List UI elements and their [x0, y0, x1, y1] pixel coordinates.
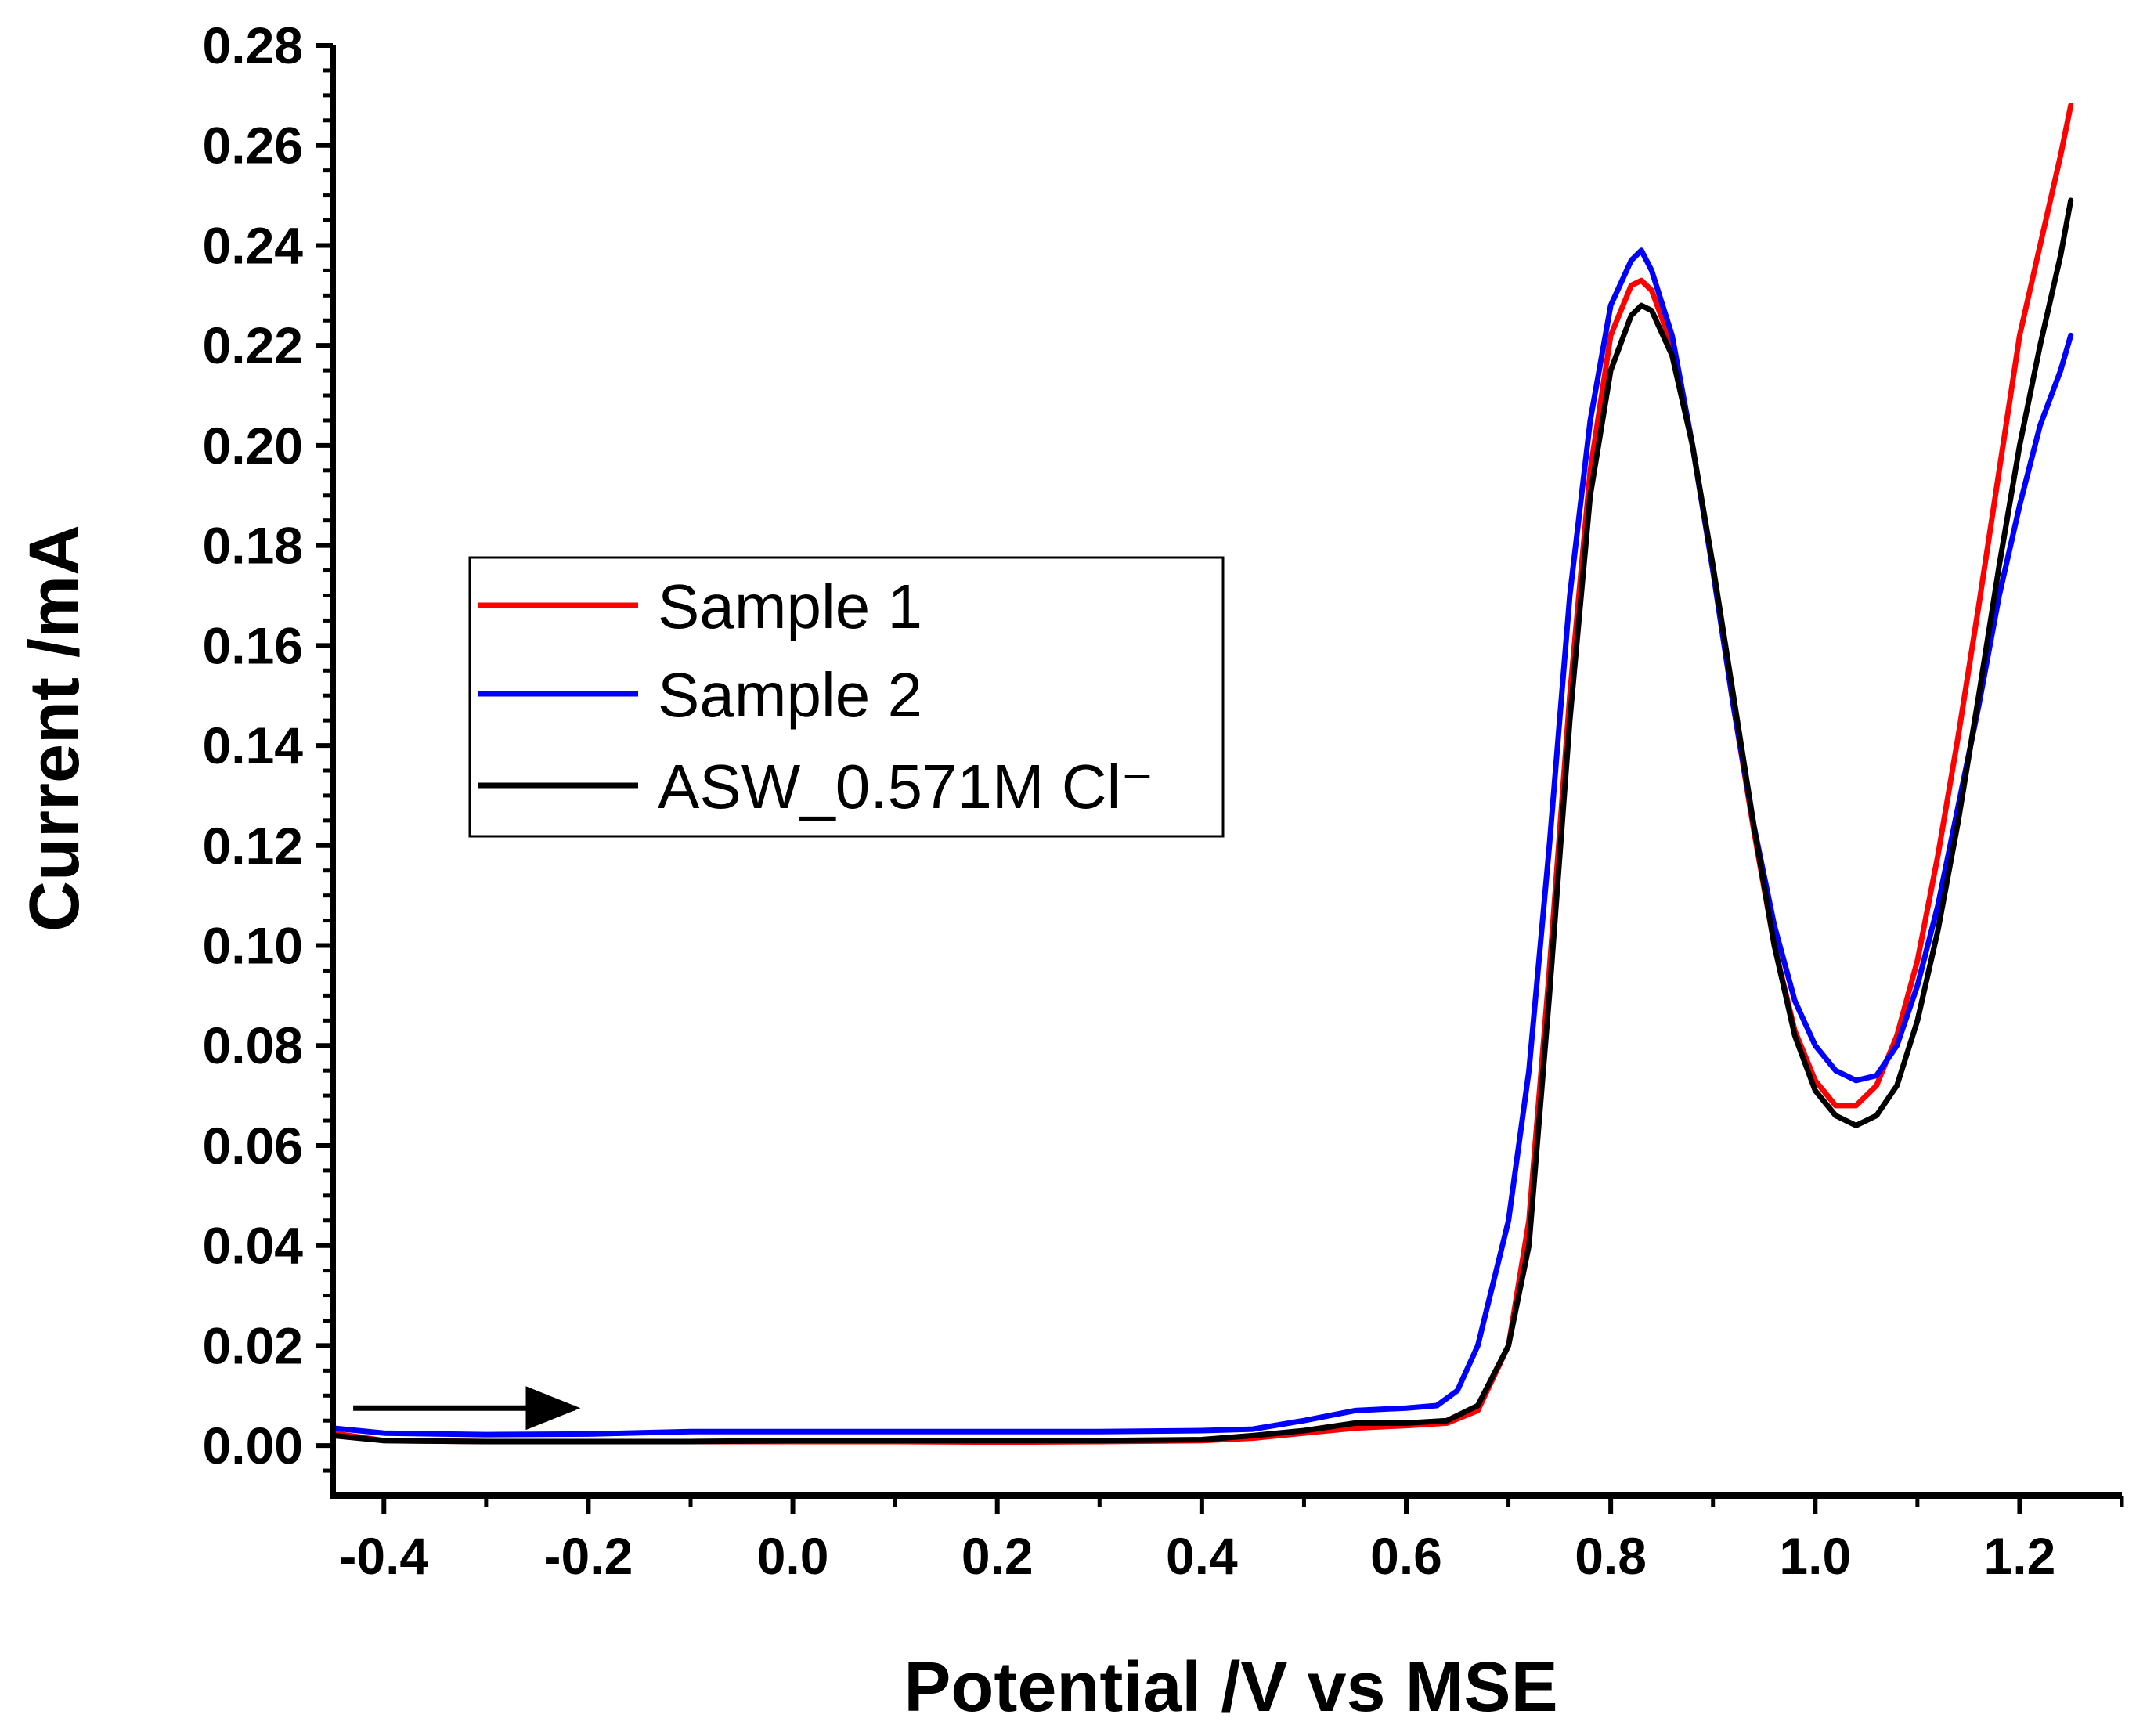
x-tick-label: 0.0	[757, 1527, 829, 1585]
y-tick-label: 0.22	[203, 316, 303, 374]
x-tick-label: -0.2	[544, 1527, 633, 1585]
legend-label-sample-1: Sample 1	[658, 572, 922, 641]
x-tick-label: 1.0	[1779, 1527, 1851, 1585]
legend-label-asw: ASW_0.571M Cl⁻	[658, 752, 1154, 821]
x-tick-label: 0.4	[1166, 1527, 1238, 1585]
y-tick-label: 0.02	[203, 1316, 303, 1374]
y-tick-label: 0.28	[203, 16, 303, 74]
y-tick-label: 0.12	[203, 817, 303, 875]
y-tick-label: 0.06	[203, 1117, 303, 1175]
x-tick-label: 0.6	[1370, 1527, 1442, 1585]
y-tick-label: 0.10	[203, 917, 303, 975]
series-layer	[330, 103, 2074, 1445]
y-tick-label: 0.26	[203, 117, 303, 175]
series-line-3	[330, 197, 2074, 1445]
y-tick-label: 0.20	[203, 417, 303, 475]
y-tick-label: 0.24	[203, 216, 304, 274]
y-tick-label: 0.18	[203, 517, 303, 575]
y-tick-label: 0.00	[203, 1417, 303, 1474]
legend-label-sample-2: Sample 2	[658, 660, 922, 730]
y-axis-title: Current /mA	[16, 525, 94, 932]
x-tick-label: 0.8	[1575, 1527, 1647, 1585]
x-tick-label: 1.2	[1984, 1527, 2056, 1585]
y-tick-label: 0.14	[203, 716, 304, 774]
axes-layer: 0.00 0.02 0.04 0.06 0.08 0.10 0.12 0.14 0.16 0.18…	[203, 16, 2124, 1585]
x-tick-label: 0.2	[962, 1527, 1034, 1585]
series-line-2	[330, 247, 2074, 1438]
x-tick-label: -0.4	[339, 1527, 428, 1585]
y-tick-label: 0.16	[203, 616, 303, 674]
legend: Sample 1 Sample 2 ASW_0.571M Cl⁻	[468, 556, 1225, 838]
y-tick-label: 0.08	[203, 1016, 303, 1074]
x-axis-title: Potential /V vs MSE	[904, 1648, 1557, 1727]
y-tick-label: 0.04	[203, 1217, 304, 1275]
